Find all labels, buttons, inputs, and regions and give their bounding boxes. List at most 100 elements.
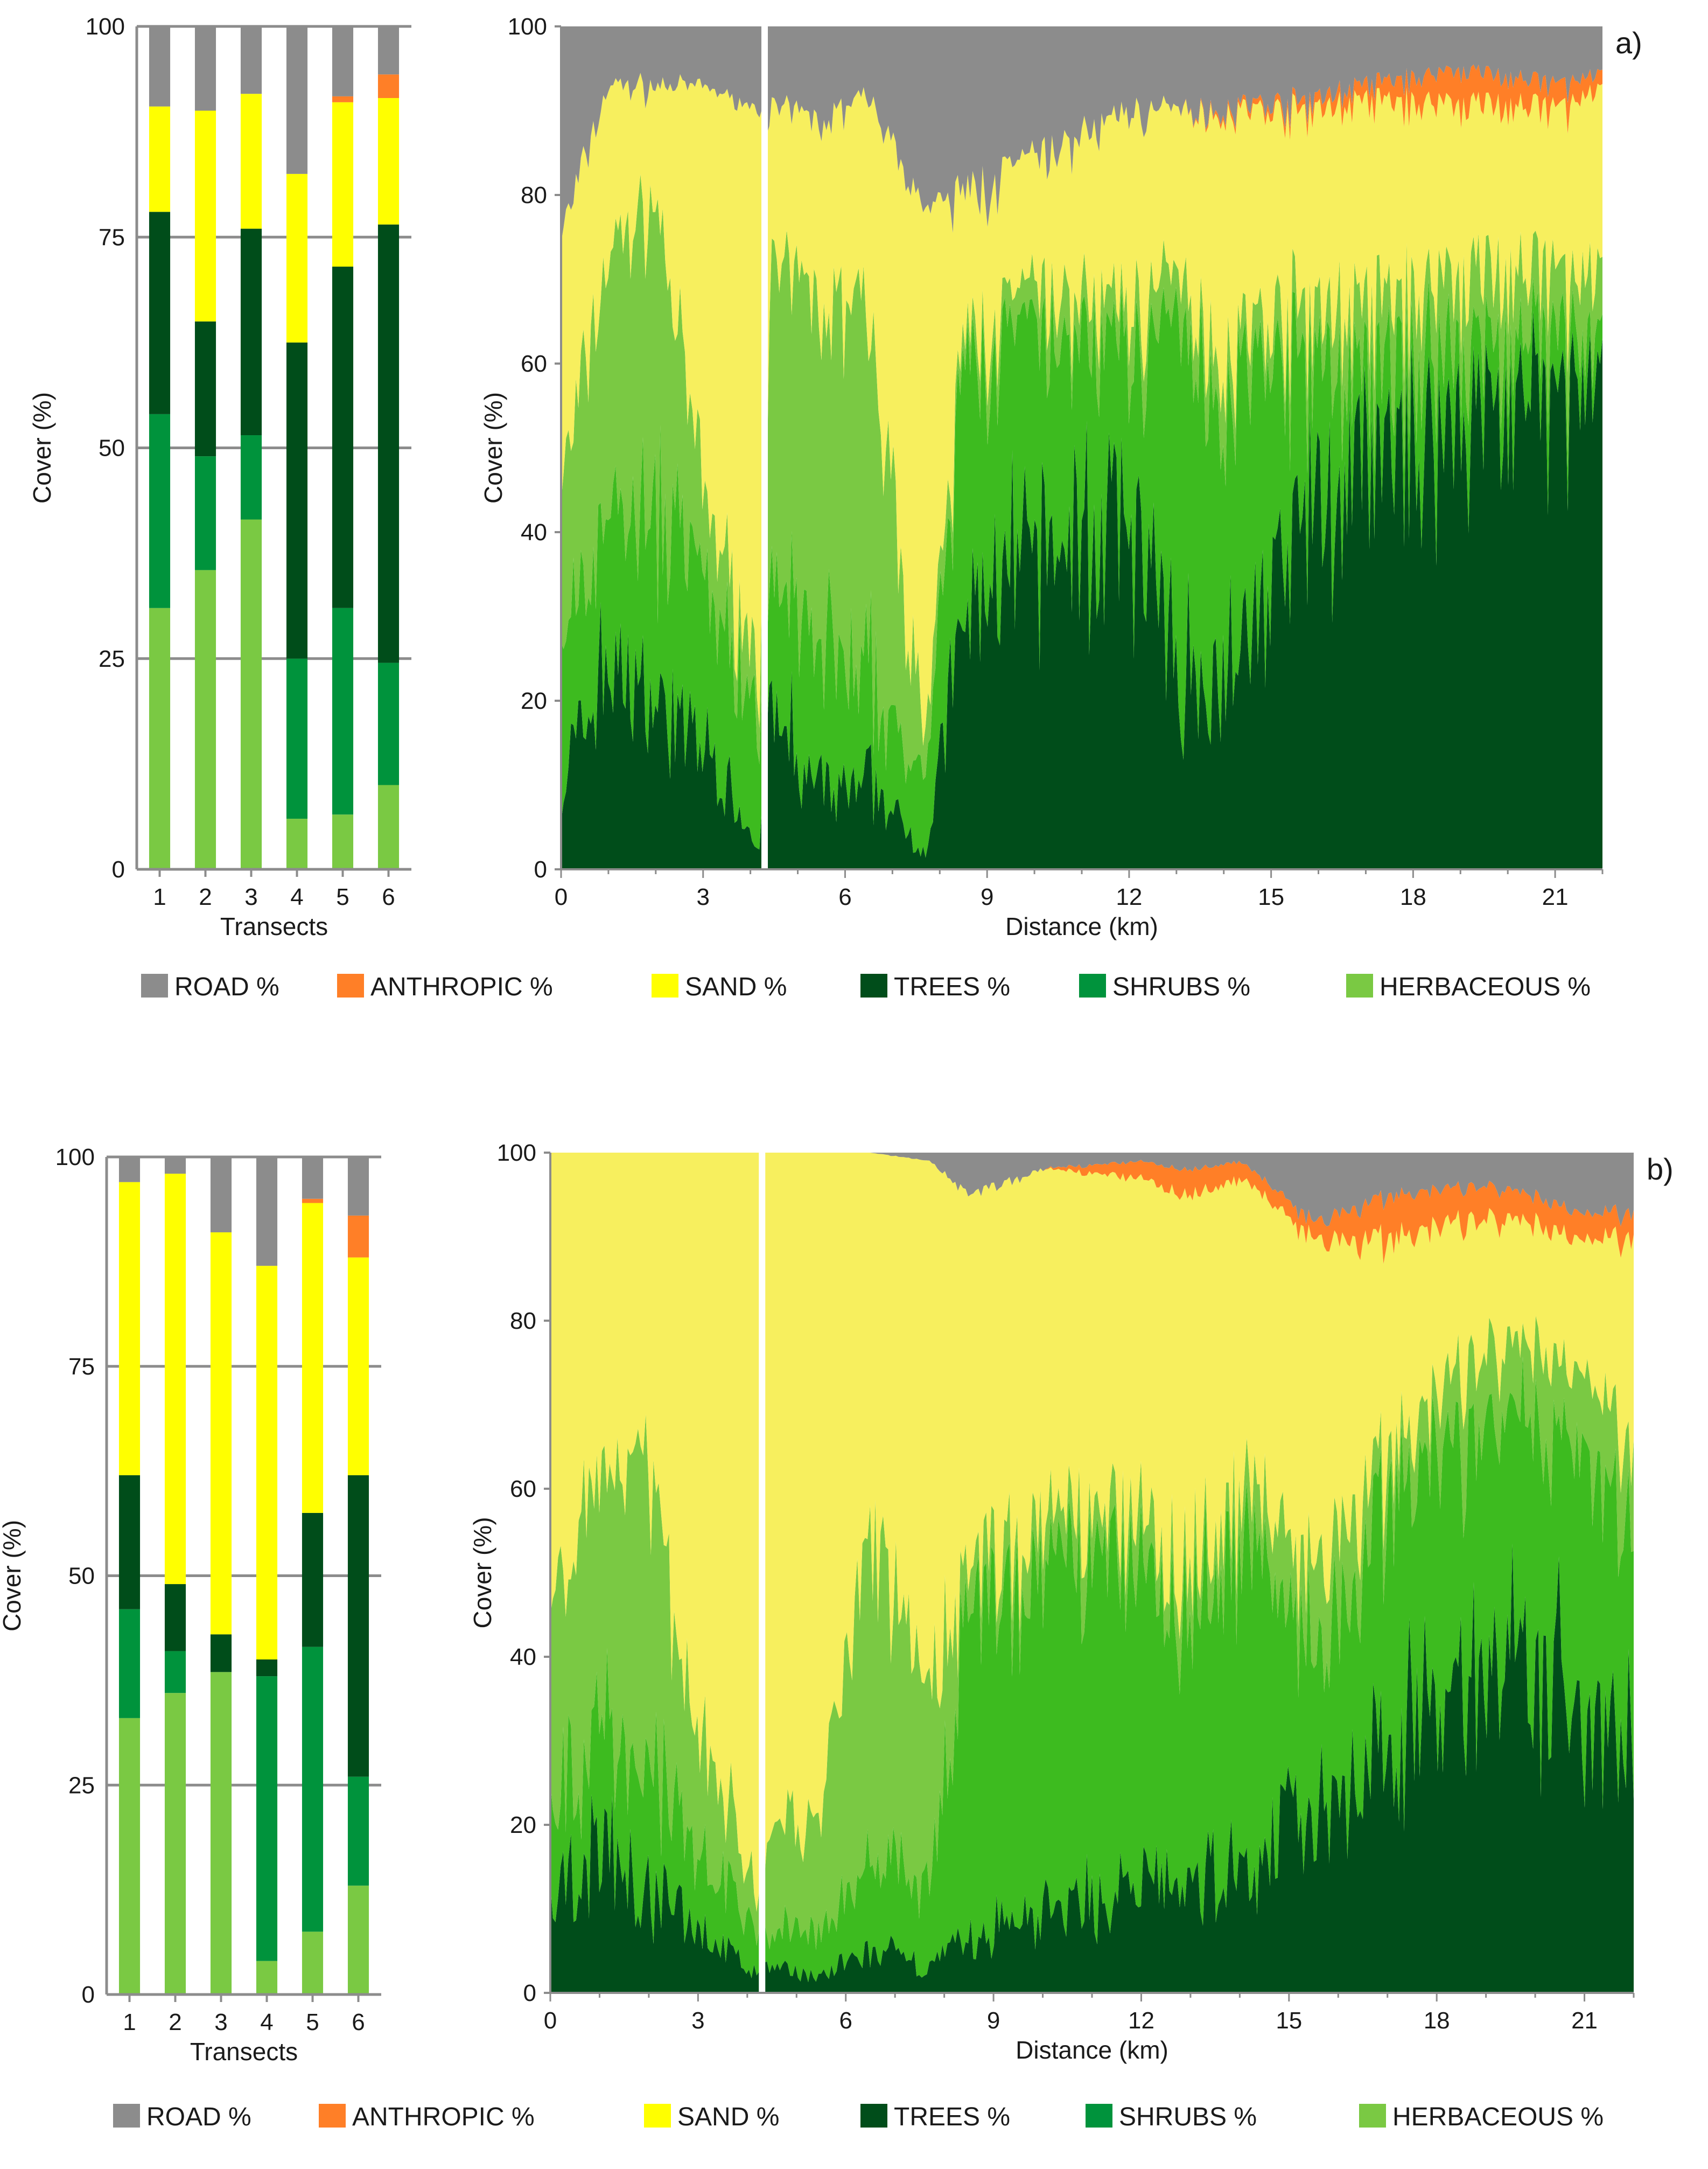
bar-segment-herbaceous-1 <box>149 608 171 869</box>
bar-segment-shrubs-1 <box>118 1609 141 1718</box>
x-tick-label: 6 <box>382 884 395 910</box>
x-tick-label: 3 <box>214 2009 227 2035</box>
y-tick-label: 100 <box>508 13 547 40</box>
bar-segment-anthropic-5 <box>332 96 354 102</box>
bar-segment-road-2 <box>194 26 216 111</box>
legend-label-trees: TREES % <box>894 973 1010 1001</box>
bar-segment-trees-6 <box>347 1475 369 1777</box>
x-tick-label: 18 <box>1400 884 1426 910</box>
legend-label-shrubs: SHRUBS % <box>1112 973 1250 1001</box>
bar-segment-trees-5 <box>302 1512 324 1647</box>
bar-segment-sand-6 <box>377 98 400 225</box>
x-tick-label: 3 <box>691 2007 704 2034</box>
bar-segment-herbaceous-5 <box>302 1931 324 1994</box>
bar-segment-trees-1 <box>149 212 171 414</box>
legend-swatch-trees <box>860 2104 887 2128</box>
x-tick-label: 3 <box>244 884 257 910</box>
bar-segment-sand-3 <box>240 94 262 229</box>
area-series-anthropic <box>550 1153 1634 1264</box>
legend-swatch-road <box>141 974 168 998</box>
section-gap <box>761 26 768 869</box>
legend-label-trees: TREES % <box>894 2103 1010 2131</box>
bar-segment-herbaceous-2 <box>194 570 216 869</box>
legend-swatch-anthropic <box>319 2104 346 2128</box>
y-tick-label: 100 <box>86 13 125 40</box>
bar-segment-shrubs-4 <box>286 658 308 819</box>
bar-segment-anthropic-6 <box>347 1215 369 1258</box>
legend-swatch-trees <box>860 974 887 998</box>
y-tick-label: 75 <box>68 1354 95 1380</box>
legend-a: ROAD % ANTHROPIC % SAND % TREES % SHRUBS % HE… <box>141 973 1591 1001</box>
bar-segment-herbaceous-3 <box>210 1672 232 1994</box>
bar-segment-herbaceous-1 <box>118 1718 141 1994</box>
bar-segment-trees-6 <box>377 224 400 663</box>
y-tick-label: 50 <box>68 1563 95 1589</box>
y-axis-label: Cover (%) <box>479 392 507 504</box>
stacked-bar-chart-a: 0 25 50 75 100 1 2 3 4 5 6 Transects Cover (%) <box>28 13 411 940</box>
bar-segment-shrubs-6 <box>347 1776 369 1886</box>
area-series-road <box>561 26 1602 243</box>
x-tick-label: 21 <box>1571 2007 1598 2034</box>
bar-segment-road-3 <box>240 26 262 94</box>
bar-segment-anthropic-5 <box>302 1198 324 1203</box>
bar-segment-road-6 <box>377 26 400 75</box>
y-tick-label: 0 <box>534 856 547 883</box>
bar-segment-trees-4 <box>286 342 308 659</box>
x-tick-label: 5 <box>306 2009 319 2035</box>
bar-segment-trees-2 <box>194 321 216 457</box>
y-axis-label: Cover (%) <box>28 392 56 504</box>
y-tick-label: 100 <box>497 1140 536 1166</box>
y-axis-label: Cover (%) <box>468 1517 496 1628</box>
stacked-area-chart-a: 0 20 40 60 80 100 0 3 6 9 12 15 18 21 Distance (km) Cov… <box>479 13 1642 940</box>
stacked-bar-chart-b: 0 25 50 75 100 1 2 3 4 5 6 Transects Cover (%) <box>0 1144 381 2066</box>
y-tick-label: 25 <box>68 1772 95 1798</box>
bar-segment-herbaceous-4 <box>256 1961 278 1994</box>
area-series-anthropic <box>561 64 1602 243</box>
legend-swatch-sand <box>644 2104 671 2128</box>
bar-segment-road-2 <box>164 1157 186 1174</box>
x-axis-label: Transects <box>190 2038 298 2066</box>
bar-segment-sand-2 <box>194 110 216 322</box>
bar-segment-shrubs-1 <box>149 414 171 608</box>
bar-segment-road-3 <box>210 1157 232 1232</box>
y-tick-label: 60 <box>510 1476 536 1502</box>
y-tick-label: 50 <box>99 435 125 462</box>
area-series-shrubs <box>561 278 1602 858</box>
x-tick-label: 6 <box>352 2009 365 2035</box>
x-tick-label: 2 <box>169 2009 181 2035</box>
legend-label-road: ROAD % <box>146 2103 251 2131</box>
x-tick-label: 12 <box>1116 884 1142 910</box>
area-series-herbaceous <box>550 1315 1634 1950</box>
x-tick-label: 9 <box>987 2007 1000 2034</box>
legend-label-anthropic: ANTHROPIC % <box>370 973 553 1001</box>
x-tick-label: 15 <box>1276 2007 1302 2034</box>
area-series-trees <box>550 1543 1634 1993</box>
bar-segment-herbaceous-2 <box>164 1693 186 1994</box>
bar-segment-trees-2 <box>164 1584 186 1651</box>
x-tick-label: 2 <box>199 884 212 910</box>
section-gap <box>759 1153 766 1993</box>
bar-segment-herbaceous-3 <box>240 519 262 869</box>
x-tick-label: 4 <box>260 2009 273 2035</box>
y-tick-label: 0 <box>82 1982 95 2008</box>
area-series-sand <box>550 1153 1634 1912</box>
x-tick-label: 0 <box>555 884 568 910</box>
bar-segment-sand-2 <box>164 1174 186 1585</box>
area-series-trees <box>561 311 1602 869</box>
bar-segment-sand-1 <box>149 106 171 212</box>
area-series-road <box>550 1153 1634 1226</box>
y-tick-label: 80 <box>521 182 547 208</box>
bar-segment-shrubs-3 <box>240 435 262 520</box>
legend-label-anthropic: ANTHROPIC % <box>352 2103 535 2131</box>
x-tick-label: 9 <box>981 884 993 910</box>
y-tick-label: 75 <box>99 224 125 250</box>
x-tick-label: 3 <box>696 884 709 910</box>
x-tick-label: 1 <box>123 2009 136 2035</box>
legend-label-herbaceous: HERBACEOUS % <box>1380 973 1591 1001</box>
legend-label-sand: SAND % <box>685 973 787 1001</box>
x-tick-label: 15 <box>1258 884 1284 910</box>
bar-segment-shrubs-5 <box>332 608 354 815</box>
bar-segment-trees-3 <box>210 1634 232 1672</box>
legend-swatch-herbaceous <box>1359 2104 1386 2128</box>
bar-segment-road-5 <box>332 26 354 96</box>
